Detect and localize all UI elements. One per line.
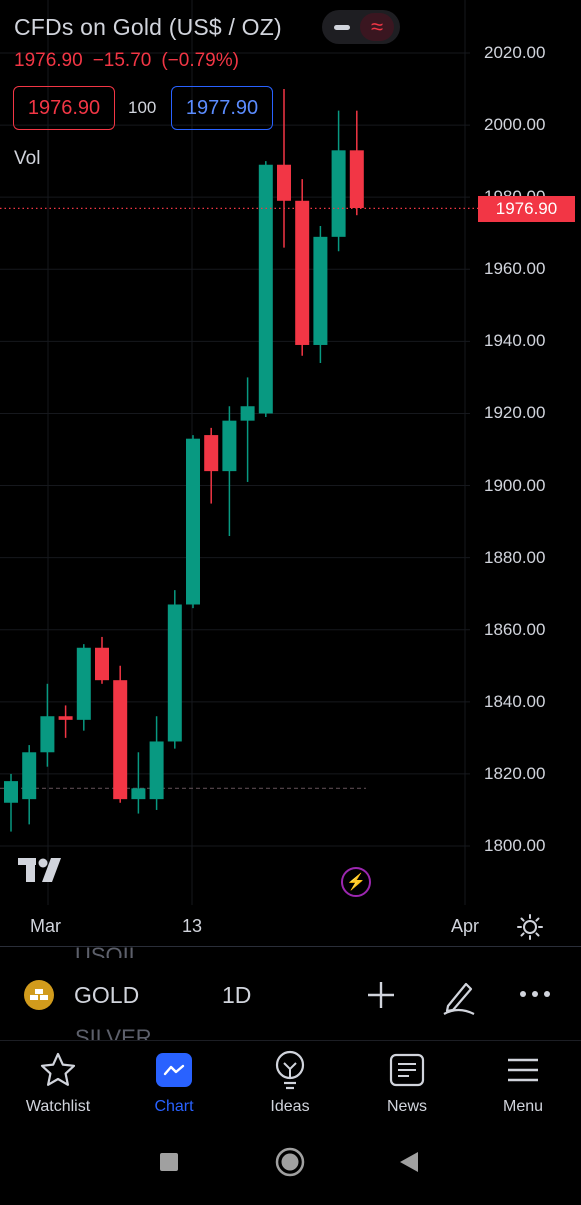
nav-label-menu: Menu xyxy=(502,1098,544,1115)
nav-chart[interactable]: Chart xyxy=(124,1048,224,1116)
candle-body[interactable] xyxy=(295,200,310,345)
nav-watchlist[interactable]: Watchlist xyxy=(8,1048,108,1116)
price-change-pct: (−0.79%) xyxy=(161,50,239,71)
price-axis-label: 1880.00 xyxy=(482,546,548,569)
price-axis-label: 1960.00 xyxy=(482,258,548,281)
candle-body[interactable] xyxy=(167,604,182,742)
chart-area[interactable]: CFDs on Gold (US$ / OZ) 1976.90 −15.70 (−0… xyxy=(0,0,581,945)
sell-bid-button[interactable]: 1976.90 xyxy=(13,86,115,130)
news-icon xyxy=(357,1048,457,1092)
more-options-icon[interactable] xyxy=(518,984,552,1009)
candle-body[interactable] xyxy=(258,164,273,414)
tradingview-logo xyxy=(18,856,70,889)
candle-body[interactable] xyxy=(95,647,109,681)
lightbulb-icon xyxy=(240,1048,340,1092)
time-label-mar: Mar xyxy=(30,916,61,936)
nav-ideas[interactable]: Ideas xyxy=(240,1048,340,1116)
candle-body[interactable] xyxy=(149,741,164,800)
last-price: 1976.90 xyxy=(14,50,83,71)
price-axis-label: 1920.00 xyxy=(482,402,548,425)
nav-news[interactable]: News xyxy=(357,1048,457,1116)
drawing-pen-icon[interactable] xyxy=(440,976,478,1021)
wave-icon[interactable]: ≈ xyxy=(360,13,394,41)
system-navigation-bar xyxy=(0,1130,581,1200)
candle-body[interactable] xyxy=(204,435,219,472)
nav-label-news: News xyxy=(386,1098,427,1115)
candle-body[interactable] xyxy=(131,788,146,800)
candlestick-chart[interactable] xyxy=(0,0,581,945)
ghost-symbol-below: SILVER xyxy=(75,1025,152,1040)
nav-label-watchlist: Watchlist xyxy=(25,1098,91,1115)
price-axis-label: 2000.00 xyxy=(482,114,548,137)
bottom-navigation xyxy=(0,1040,581,1129)
nav-menu[interactable]: Menu xyxy=(473,1048,573,1116)
candle-body[interactable] xyxy=(186,438,200,605)
candle-body[interactable] xyxy=(349,150,364,208)
home-circle-icon[interactable] xyxy=(275,1147,305,1177)
star-icon xyxy=(8,1048,108,1092)
candle-body[interactable] xyxy=(222,420,237,472)
ghost-symbol-above: USOIL xyxy=(75,943,142,958)
candle-body[interactable] xyxy=(40,716,55,753)
chart-icon xyxy=(156,1053,192,1087)
price-change: −15.70 xyxy=(92,50,152,71)
time-label-13: 13 xyxy=(182,916,203,936)
lightning-icon[interactable]: ⚡ xyxy=(341,867,371,897)
candle-body[interactable] xyxy=(4,781,18,803)
add-plus-icon[interactable] xyxy=(366,976,396,1019)
candle-body[interactable] xyxy=(313,236,328,345)
timeframe-selector[interactable]: 1D xyxy=(222,982,252,1008)
buy-ask-button[interactable]: 1977.90 xyxy=(171,86,273,130)
time-label-apr: Apr xyxy=(451,916,479,936)
candle-body[interactable] xyxy=(58,716,73,720)
gold-bars-icon[interactable] xyxy=(24,980,54,1010)
volume-indicator-label[interactable]: Vol xyxy=(14,148,41,169)
nav-label-chart: Chart xyxy=(154,1098,194,1115)
symbol-selector[interactable]: GOLD xyxy=(74,982,140,1008)
candle-body[interactable] xyxy=(240,406,255,421)
price-axis-label: 1840.00 xyxy=(482,690,548,713)
chart-mode-toggle[interactable]: ≈ xyxy=(322,10,400,44)
spread-value: 100 xyxy=(128,98,157,117)
theme-sun-icon[interactable] xyxy=(517,914,543,945)
chart-divider xyxy=(0,946,581,947)
price-axis-label: 1800.00 xyxy=(482,835,548,857)
price-axis-label: 1900.00 xyxy=(482,474,548,497)
candle-body[interactable] xyxy=(22,752,37,800)
price-axis-label: 1940.00 xyxy=(482,330,548,353)
menu-icon xyxy=(473,1048,573,1092)
minus-icon[interactable] xyxy=(334,24,350,30)
candle-body[interactable] xyxy=(331,150,346,237)
symbol-title[interactable]: CFDs on Gold (US$ / OZ) xyxy=(14,14,282,40)
last-price-badge: 1976.90 xyxy=(478,196,575,222)
candle-body[interactable] xyxy=(113,680,128,800)
nav-label-ideas: Ideas xyxy=(270,1098,310,1115)
candle-body[interactable] xyxy=(277,164,291,201)
price-axis-label: 2020.00 xyxy=(482,42,548,64)
price-axis-label: 1820.00 xyxy=(482,762,548,785)
recents-square-icon[interactable] xyxy=(160,1153,178,1171)
price-axis-label: 1860.00 xyxy=(482,618,548,641)
price-quote: 1976.90 −15.70 (−0.79%) xyxy=(14,50,249,72)
back-triangle-icon[interactable] xyxy=(400,1152,418,1172)
candle-body[interactable] xyxy=(76,647,91,720)
